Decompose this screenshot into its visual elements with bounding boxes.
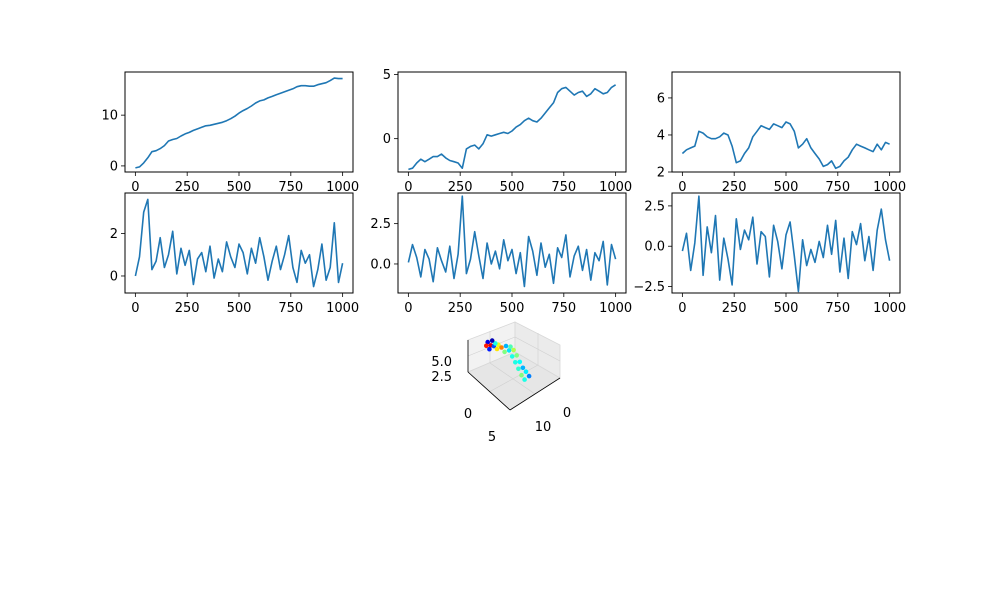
y-tick-label: 0 (110, 269, 118, 284)
x-tick-label: 10 (535, 420, 552, 435)
scatter3d-ticks: 2.55.0 0 5 0 10 (431, 355, 571, 445)
scatter-point (487, 346, 492, 352)
scatter-point (502, 349, 507, 355)
scatter3d-chart: 2.55.0 0 5 0 10 (431, 321, 571, 445)
scatter3d-points (484, 338, 532, 382)
series-line (134, 198, 344, 288)
x-tick-label: 250 (448, 180, 473, 195)
series-line (681, 121, 890, 170)
scatter-point (506, 348, 512, 353)
y-tick-label: 0 (110, 159, 118, 174)
line-chart-row1-col2: 0 250 500 750 1000 0 5 (383, 68, 632, 195)
series-line (681, 195, 891, 293)
grid-line (489, 362, 536, 395)
x-tick-label: 750 (278, 301, 303, 316)
y-tick-label: 2.5 (370, 217, 391, 232)
scatter-point (517, 359, 523, 365)
x-tick-label: 0 (678, 180, 686, 195)
x-tick-label: 500 (227, 301, 252, 316)
x-tick-label: 250 (722, 180, 747, 195)
x-tick-label: 250 (448, 301, 473, 316)
y-tick-label: 0 (383, 132, 391, 147)
y-tick-label: 6 (657, 91, 665, 106)
scatter-point (489, 338, 495, 343)
line-chart-row1-col3: 0 250 500 750 1000 2 4 6 (657, 71, 906, 195)
scatter-point (513, 360, 518, 365)
x-tick-label: 0 (404, 180, 412, 195)
line-chart-row2-col1: 0 250 500 750 1000 0 2 (110, 192, 359, 316)
scatter-point (508, 344, 513, 350)
z-tick-label: 2.5 (431, 370, 452, 385)
x-tick-label: 1000 (599, 301, 632, 316)
scatter-point (514, 353, 519, 358)
scatter-point (511, 347, 516, 353)
series-line (408, 84, 617, 171)
y-tick-label: 2.5 (644, 199, 665, 214)
scatter-point (522, 377, 527, 382)
scatter-point (503, 343, 509, 349)
scatter-point (509, 354, 515, 359)
x-tick-label: 1000 (873, 301, 906, 316)
x-tick-label: 500 (500, 301, 525, 316)
scatter-point (485, 339, 491, 345)
y-tick-label: 2 (657, 166, 665, 181)
series-line (135, 77, 343, 169)
x-tick-label: 0 (131, 180, 139, 195)
scatter-point (484, 343, 489, 349)
line-chart-row1-col1: 0 250 500 750 1000 0 10 (101, 71, 359, 195)
x-tick-label: 0 (131, 301, 139, 316)
axis-edge-y (467, 371, 511, 411)
x-tick-label: 500 (227, 180, 252, 195)
x-tick-label: 500 (774, 301, 799, 316)
scatter-point (516, 366, 521, 372)
scatter-point (520, 365, 526, 371)
z-tick-label: 5.0 (431, 355, 452, 370)
y-tick-label: 4 (657, 128, 665, 143)
y-tick-label: 10 (101, 109, 118, 124)
y-tick-label: 0 (464, 407, 472, 422)
y-tick-label: 0.0 (370, 257, 391, 272)
x-tick-label: 500 (774, 180, 799, 195)
scatter-point (493, 341, 498, 346)
y-tick-label: 5 (488, 430, 496, 445)
x-tick-label: 750 (551, 301, 576, 316)
x-tick-label: 750 (278, 180, 303, 195)
y-tick-label: −2.5 (633, 280, 665, 295)
scatter-point (523, 369, 529, 375)
y-tick-label: 2 (110, 227, 118, 242)
scatter-point (519, 372, 524, 378)
line-chart-row2-col2: 0 250 500 750 1000 0.0 2.5 (370, 192, 632, 316)
x-tick-label: 250 (175, 180, 200, 195)
scatter-point (526, 373, 532, 379)
grid-line (514, 336, 561, 362)
x-tick-label: 750 (551, 180, 576, 195)
x-tick-label: 1000 (326, 180, 359, 195)
x-tick-label: 750 (825, 301, 850, 316)
series-line (407, 195, 617, 288)
x-tick-label: 0 (678, 301, 686, 316)
x-tick-label: 1000 (873, 180, 906, 195)
x-tick-label: 1000 (326, 301, 359, 316)
line-chart-row2-col3: 0 250 500 750 1000 −2.5 0.0 2.5 (633, 192, 906, 316)
scatter-point (499, 345, 504, 350)
axis-edge-x (509, 377, 561, 411)
x-tick-label: 0 (563, 406, 571, 421)
x-tick-label: 750 (825, 180, 850, 195)
y-tick-label: 5 (383, 68, 391, 83)
scatter-point (494, 346, 500, 352)
x-tick-label: 1000 (599, 180, 632, 195)
x-tick-label: 500 (500, 180, 525, 195)
grid-line (488, 364, 539, 393)
x-tick-label: 250 (175, 301, 200, 316)
x-tick-label: 250 (722, 301, 747, 316)
y-tick-label: 0.0 (644, 240, 665, 255)
x-tick-label: 0 (404, 301, 412, 316)
